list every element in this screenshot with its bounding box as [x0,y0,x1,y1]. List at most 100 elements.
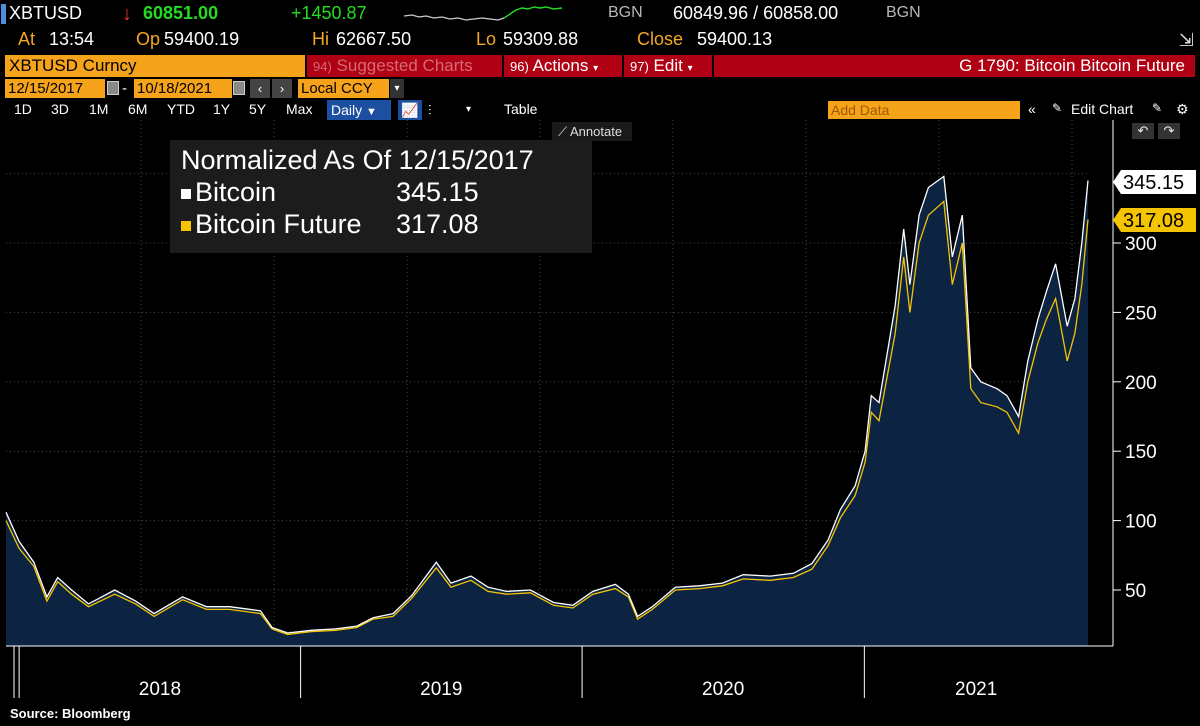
open-label: Op [136,29,161,49]
bar-chart-icon[interactable]: ⫶ [428,102,432,118]
suggested-label: Suggested Charts [336,56,473,75]
gear-icon[interactable]: ⚙ [1176,101,1189,117]
bid-ask: 60849.96 / 60858.00 [673,3,839,23]
ticker-symbol: XBTUSD [9,3,83,23]
series-area [6,176,1088,646]
prev-arrow-icon[interactable]: ‹ [250,79,270,98]
y-tick-label: 250 [1125,303,1157,324]
open-value: 59400.19 [164,29,240,49]
security-field[interactable]: XBTUSD Curncy [5,55,305,77]
x-tick-label: 2019 [420,679,462,700]
x-axis: 2018 2019 2020 2021 [6,645,1113,700]
last-value-label: 345.15 [1123,172,1184,194]
low-value: 59309.88 [503,29,579,49]
y-tick-label: 150 [1125,442,1157,463]
pencil-icon: ⟋ [558,124,568,139]
series-line-bitcoin-future [5,200,1089,636]
actions-caret-icon: ▾ [593,63,599,74]
toolbar: 1D 3D 1M 6M YTD 1Y 5Y Max Daily ▼ 📈 ⫶ ▾ … [0,100,1200,120]
close-label: Close [637,29,684,49]
high-value: 62667.50 [336,29,412,49]
ticker-row: XBTUSD ↓ 60851.00 +1450.87 BGN 60849.96 … [0,0,1200,28]
suggested-num: 94) [313,59,332,74]
ticker-detail-row: At 13:54 Op 59400.19 Hi 62667.50 Lo 5930… [0,28,1200,54]
source-code-2: BGN [886,4,921,21]
range-1y[interactable]: 1Y [213,101,231,117]
security-bar: XBTUSD Curncy 94) Suggested Charts 96) A… [0,55,1200,77]
chevron-down-icon[interactable]: ▾ [390,79,404,98]
edit-num: 97) [630,59,649,74]
y-axis: 50 100 150 200 250 300 [1112,120,1157,646]
frequency-select[interactable]: Daily ▼ [327,100,391,120]
date-bar: 12/15/2017 - 10/18/2021 ‹ › Local CCY ▾ [0,79,1200,98]
edit-caret-icon: ▾ [687,63,693,74]
sparkline-icon [404,6,563,21]
end-date-field[interactable]: 10/18/2021 [134,79,232,98]
suggested-charts-menu[interactable]: 94) Suggested Charts [307,55,502,77]
collapse-icon[interactable]: « [1028,101,1036,117]
at-label: At [18,29,36,49]
currency-field[interactable]: Local CCY [298,79,389,98]
edit-tool-icon[interactable]: ✎ [1152,101,1163,115]
close-value: 59400.13 [697,29,773,49]
date-separator: - [122,80,127,97]
start-date-field[interactable]: 12/15/2017 [5,79,105,98]
last-value-labels: 345.15 317.08 [1113,170,1196,232]
source-code-1: BGN [608,4,643,21]
range-3d[interactable]: 3D [51,101,69,117]
line-chart-icon[interactable]: 📈 [398,100,422,120]
legend-item-bitcoin-future[interactable]: Bitcoin Future [181,209,362,240]
calendar-icon[interactable] [233,81,245,95]
series-lines [5,175,1089,636]
x-tick-label: 2020 [702,679,744,700]
range-1d[interactable]: 1D [14,101,32,117]
redo-icon[interactable]: ↷ [1158,123,1180,139]
table-button[interactable]: Table [504,101,538,117]
edit-chart-button[interactable]: Edit Chart [1071,101,1134,117]
actions-menu[interactable]: 96) Actions ▾ [504,55,622,77]
range-1m[interactable]: 1M [89,101,109,117]
legend-item-bitcoin[interactable]: Bitcoin [181,177,276,208]
y-tick-label: 50 [1125,581,1146,602]
frequency-label: Daily [331,102,363,118]
calendar-icon[interactable] [107,81,119,95]
legend-label: Bitcoin Future [195,209,362,239]
x-tick-label: 2021 [955,679,997,700]
range-6m[interactable]: 6M [128,101,148,117]
high-label: Hi [312,29,329,49]
series-line-bitcoin [5,175,1089,634]
source-note: Source: Bloomberg [10,706,131,721]
range-5y[interactable]: 5Y [249,101,267,117]
add-data-field[interactable]: Add Data [828,101,1020,119]
last-value-label: 317.08 [1123,210,1184,232]
legend-value: 345.15 [396,177,479,207]
x-tick-label: 2018 [139,679,181,700]
low-label: Lo [476,29,497,49]
legend-swatch [181,188,191,199]
area-fill [6,176,1088,646]
security-flag [1,4,6,24]
pencil-icon[interactable]: ✎ [1052,101,1063,115]
annotate-button[interactable]: ⟋ Annotate [552,122,632,141]
chart-type-dropdown-icon[interactable]: ▾ [466,104,472,115]
actions-num: 96) [510,59,529,74]
legend-title: Normalized As Of 12/15/2017 [181,145,534,175]
last-value-tag [1113,208,1196,232]
legend-swatch [181,220,191,231]
undo-icon[interactable]: ↶ [1132,123,1154,139]
last-value-tag [1113,170,1196,194]
edit-label: Edit [653,56,683,75]
edit-menu[interactable]: 97) Edit ▾ [624,55,712,77]
legend-value: 317.08 [396,209,479,239]
range-ytd[interactable]: YTD [167,101,195,117]
next-arrow-icon[interactable]: › [272,79,292,98]
last-price: 60851.00 [143,3,219,23]
legend-label: Bitcoin [195,177,277,207]
actions-label: Actions [532,56,589,75]
expand-icon[interactable]: ⇲ [1178,30,1194,50]
price-change: +1450.87 [291,3,367,23]
chevron-down-icon: ▼ [366,106,377,118]
range-max[interactable]: Max [286,101,313,117]
down-arrow-icon: ↓ [122,3,132,25]
y-tick-label: 100 [1125,512,1157,533]
